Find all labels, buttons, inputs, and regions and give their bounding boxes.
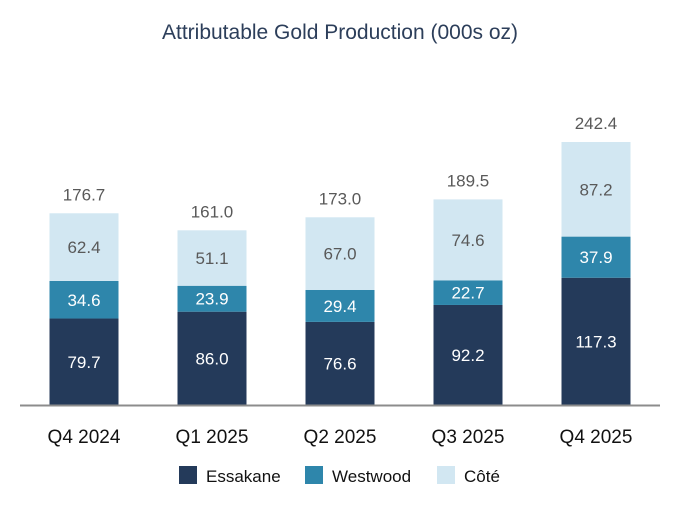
bar-segment-essakane bbox=[49, 318, 119, 405]
bar-segment-essakane bbox=[433, 304, 503, 405]
legend-label: Côté bbox=[464, 467, 500, 486]
chart-title: Attributable Gold Production (000s oz) bbox=[162, 21, 518, 44]
bar-segment-westwood bbox=[305, 289, 375, 322]
legend-swatch bbox=[437, 466, 455, 484]
bar-segment-ct bbox=[561, 141, 631, 237]
legend-swatch bbox=[179, 466, 197, 484]
total-label: 161.0 bbox=[191, 202, 234, 221]
x-tick-label: Q4 2025 bbox=[560, 427, 633, 448]
bar-segment-essakane bbox=[561, 277, 631, 405]
bar-segment-westwood bbox=[49, 280, 119, 319]
bar-segment-westwood bbox=[561, 236, 631, 278]
bar-segment-essakane bbox=[305, 321, 375, 405]
total-label: 242.4 bbox=[575, 114, 618, 133]
bar-segment-ct bbox=[305, 217, 375, 290]
x-tick-label: Q2 2025 bbox=[304, 427, 377, 448]
bar-segment-ct bbox=[433, 199, 503, 281]
data-label: 86.0 bbox=[195, 349, 228, 368]
legend-label: Westwood bbox=[332, 467, 411, 486]
legend: Essakane Westwood Côté bbox=[179, 466, 500, 486]
total-label: 189.5 bbox=[447, 171, 490, 190]
data-label: 51.1 bbox=[195, 249, 228, 268]
legend-label: Essakane bbox=[206, 467, 281, 486]
bar-segment-westwood bbox=[433, 280, 503, 305]
data-label: 79.7 bbox=[67, 353, 100, 372]
data-label: 22.7 bbox=[451, 284, 484, 303]
data-label: 34.6 bbox=[67, 291, 100, 310]
data-label: 37.9 bbox=[579, 248, 612, 267]
data-label: 76.6 bbox=[323, 354, 356, 373]
total-label: 173.0 bbox=[319, 189, 362, 208]
data-label: 29.4 bbox=[323, 297, 356, 316]
bar-segment-westwood bbox=[177, 285, 247, 312]
x-tick-label: Q1 2025 bbox=[176, 427, 249, 448]
data-label: 74.6 bbox=[451, 231, 484, 250]
legend-swatch bbox=[305, 466, 323, 484]
data-label: 23.9 bbox=[195, 290, 228, 309]
data-label: 87.2 bbox=[579, 180, 612, 199]
bar-segment-essakane bbox=[177, 311, 247, 405]
data-label: 92.2 bbox=[451, 346, 484, 365]
x-tick-label: Q3 2025 bbox=[432, 427, 505, 448]
data-label: 67.0 bbox=[323, 245, 356, 264]
bar-segment-ct bbox=[49, 213, 119, 281]
bar-segment-ct bbox=[177, 230, 247, 286]
x-tick-label: Q4 2024 bbox=[48, 427, 121, 448]
data-label: 117.3 bbox=[575, 332, 616, 351]
data-label: 62.4 bbox=[67, 238, 100, 257]
total-label: 176.7 bbox=[63, 185, 106, 204]
